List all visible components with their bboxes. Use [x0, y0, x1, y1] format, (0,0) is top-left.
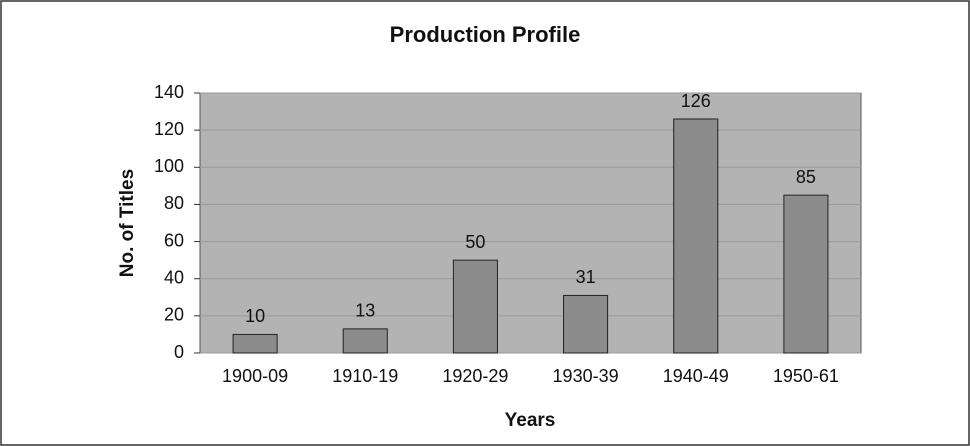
- x-tick-label: 1900-09: [222, 366, 288, 386]
- x-axis-label: Years: [505, 410, 556, 431]
- y-tick-label: 120: [154, 119, 184, 139]
- y-axis-label: No. of Titles: [117, 169, 138, 277]
- x-tick-label: 1920-29: [442, 366, 508, 386]
- y-tick-label: 20: [164, 305, 184, 325]
- data-label: 10: [245, 306, 265, 326]
- data-label: 50: [465, 232, 485, 252]
- y-tick-label: 0: [174, 342, 184, 362]
- chart-title: Production Profile: [390, 22, 581, 47]
- y-tick-label: 60: [164, 230, 184, 250]
- y-tick-label: 80: [164, 193, 184, 213]
- x-tick-label: 1930-39: [553, 366, 619, 386]
- data-label: 31: [576, 267, 596, 287]
- y-tick-label: 40: [164, 267, 184, 287]
- x-tick-label: 1910-19: [332, 366, 398, 386]
- y-tick-label: 100: [154, 156, 184, 176]
- bar: [232, 333, 278, 354]
- data-label: 13: [355, 301, 375, 321]
- y-tick-label: 140: [154, 82, 184, 102]
- data-label: 85: [796, 167, 816, 187]
- bar: [342, 328, 388, 354]
- bar: [452, 259, 498, 354]
- plot-area: [199, 92, 862, 354]
- data-label: 126: [681, 91, 711, 111]
- bar: [783, 194, 829, 354]
- x-tick-label: 1940-49: [663, 366, 729, 386]
- bar: [563, 294, 609, 354]
- x-tick-label: 1950-61: [773, 366, 839, 386]
- bar: [673, 118, 719, 354]
